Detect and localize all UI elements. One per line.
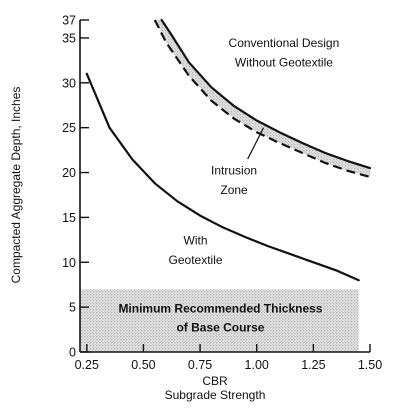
y-tick-label: 0 [69, 346, 76, 360]
annotation-label: Conventional Design [229, 36, 340, 50]
y-tick-label: 15 [62, 211, 76, 225]
y-tick-label: 35 [62, 31, 76, 45]
annotation-label: Minimum Recommended Thickness [118, 302, 322, 316]
x-axis-title: CBR [202, 374, 228, 388]
annotation-label: With [184, 233, 208, 247]
y-tick-label: 37 [62, 14, 76, 28]
y-tick-label: 10 [62, 256, 76, 270]
y-axis-title: Compacted Aggregate Depth, Inches [9, 87, 23, 284]
x-tick-label: 1.50 [358, 358, 382, 372]
annotation-label: Zone [220, 183, 248, 197]
x-axis-subtitle: Subgrade Strength [165, 388, 266, 402]
intrusion-pointer-line [247, 127, 265, 160]
series-line-2 [153, 19, 371, 179]
y-tick-label: 5 [69, 301, 76, 315]
annotation-label: Without Geotextile [235, 56, 333, 70]
annotation-label: of Base Course [176, 320, 264, 334]
minimum-thickness-band [80, 289, 359, 352]
y-tick-label: 30 [62, 76, 76, 90]
x-tick-label: 0.75 [188, 358, 212, 372]
x-tick-label: 0.25 [75, 358, 99, 372]
y-tick-label: 20 [62, 166, 76, 180]
x-tick-label: 1.00 [245, 358, 269, 372]
series-line-1 [160, 18, 372, 170]
x-tick-label: 1.25 [301, 358, 325, 372]
x-tick-label: 0.50 [131, 358, 155, 372]
annotation-label: Geotextile [169, 253, 223, 267]
y-tick-label: 25 [62, 121, 76, 135]
annotation-label: Intrusion [211, 163, 257, 177]
series-line-0 [85, 72, 360, 282]
